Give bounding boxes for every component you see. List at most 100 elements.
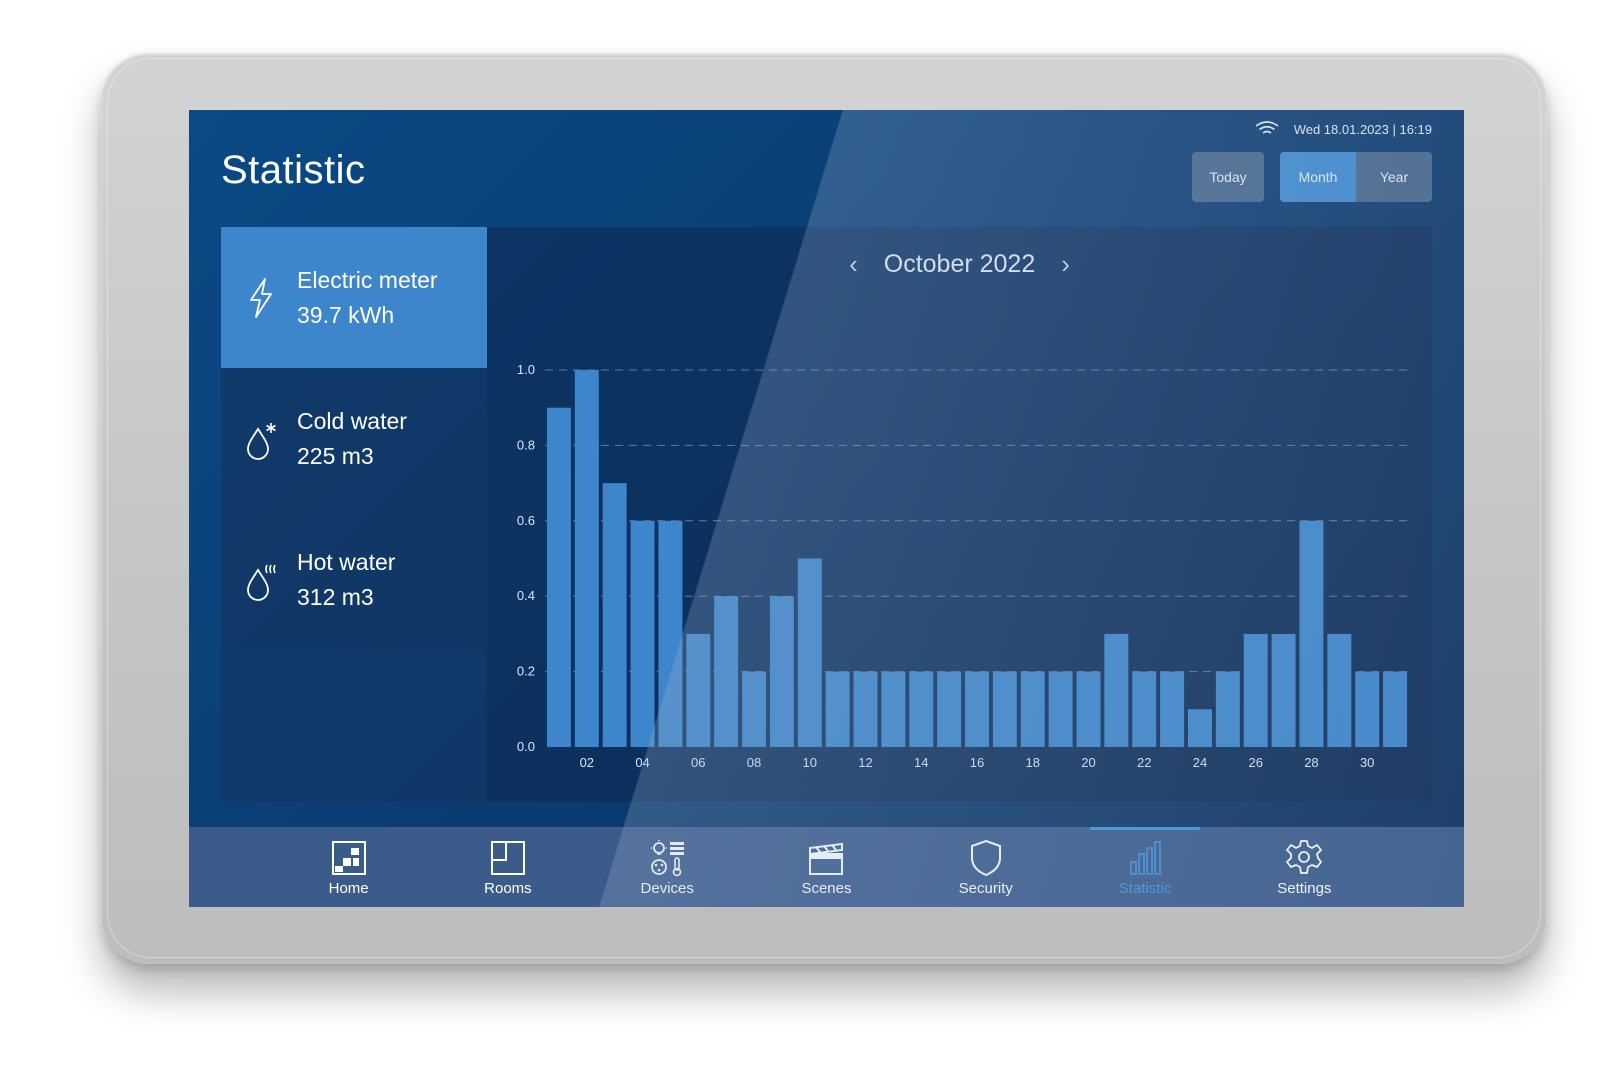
nav-label: Scenes [801,879,852,897]
bar-day-25 [1215,671,1240,747]
x-tick-label: 04 [635,755,649,770]
bar-day-12 [853,671,878,747]
bar-day-03 [602,483,627,747]
bar-day-26 [1243,633,1268,747]
home-icon [331,840,366,875]
x-tick-label: 18 [1026,755,1040,770]
devices-icon [651,839,685,876]
bottom-navigation: Home Rooms Devices [189,827,1464,907]
nav-security[interactable]: Security [931,827,1041,907]
scenes-icon [809,842,844,875]
nav-label: Security [958,879,1013,897]
meter-value: 39.7 kWh [297,301,395,328]
nav-label: Settings [1277,879,1332,897]
nav-label: Rooms [484,879,532,897]
bar-day-13 [881,671,906,747]
x-tick-label: 14 [914,755,928,770]
chevron-right-icon[interactable]: › [1061,249,1070,279]
page-title: Statistic [221,148,366,192]
month-label: October 2022 [883,250,1036,278]
bar-day-21 [1104,633,1129,747]
status-bar: Wed 18.01.2023 | 16:19 [1254,120,1432,138]
bar-day-11 [825,671,850,747]
y-tick-label: 0.2 [517,664,535,679]
meter-value: 312 m3 [297,583,374,610]
x-tick-label: 24 [1193,755,1207,770]
bar-day-31 [1383,671,1408,747]
x-tick-label: 26 [1248,755,1262,770]
bar-day-05 [658,520,683,747]
nav-statistic[interactable]: Statistic [1090,827,1201,907]
meter-electric[interactable]: Electric meter 39.7 kWh [221,227,487,368]
tab-year[interactable]: Year [1356,152,1432,202]
bar-day-30 [1355,671,1380,747]
chart-panel: ‹ October 2022 › 0.0 0.2 0.4 0.6 0.8 1.0 02 04 0… [487,227,1432,802]
bar-day-27 [1271,633,1296,747]
screen: Wed 18.01.2023 | 16:19 Statistic Today M… [189,110,1464,907]
x-tick-label: 10 [803,755,817,770]
x-tick-label: 28 [1304,755,1318,770]
nav-label: Statistic [1118,879,1172,897]
meter-cold-water[interactable]: Cold water 225 m3 [221,368,487,509]
bar-day-20 [1076,671,1101,747]
meter-name: Cold water [297,407,407,434]
bar-day-19 [1048,671,1073,747]
nav-devices[interactable]: Devices [612,827,722,907]
month-navigation: ‹ October 2022 › [487,249,1432,280]
meter-panel-background [221,650,487,802]
y-tick-label: 0.8 [517,437,535,452]
chevron-left-icon[interactable]: ‹ [849,249,858,279]
bar-day-07 [714,596,739,747]
nav-label: Home [328,879,369,897]
nav-scenes[interactable]: Scenes [771,827,881,907]
bar-day-18 [1020,671,1045,747]
meter-list: Electric meter 39.7 kWh Cold water 225 m… [221,227,487,650]
x-tick-label: 02 [580,755,594,770]
nav-settings[interactable]: Settings [1249,827,1359,907]
meter-cold-text: Cold water 225 m3 [297,404,407,474]
bar-day-08 [742,671,767,747]
x-tick-label: 20 [1081,755,1095,770]
bar-day-15 [937,671,962,747]
bar-day-29 [1327,633,1352,747]
bar-chart-icon [1130,840,1161,875]
meter-hot-water[interactable]: Hot water 312 m3 [221,509,487,650]
y-tick-label: 0.4 [517,588,535,603]
bar-day-10 [797,558,822,747]
tab-today[interactable]: Today [1192,152,1264,202]
bar-day-23 [1160,671,1185,747]
bar-day-02 [574,370,599,747]
datetime: Wed 18.01.2023 | 16:19 [1293,121,1432,137]
y-tick-label: 0.6 [517,513,535,528]
hot-water-drop-icon [247,564,276,601]
nav-label: Devices [640,879,694,897]
bar-day-09 [769,596,794,747]
bar-day-14 [909,671,934,747]
x-tick-label: 30 [1360,755,1374,770]
y-tick-label: 0.0 [517,739,535,754]
meter-value: 225 m3 [297,442,374,469]
tab-month[interactable]: Month [1280,152,1356,202]
nav-home[interactable]: Home [294,827,404,907]
x-tick-label: 06 [691,755,705,770]
shield-icon [970,839,1001,876]
y-tick-label: 1.0 [517,362,535,377]
meter-name: Electric meter [297,266,438,293]
bar-day-28 [1299,520,1324,747]
x-tick-label: 22 [1137,755,1151,770]
bar-day-24 [1187,709,1212,747]
rooms-icon [490,840,525,875]
x-tick-label: 12 [858,755,872,770]
lightning-icon [250,277,272,318]
bar-day-01 [546,407,571,747]
wifi-icon [1255,121,1279,134]
x-tick-label: 08 [747,755,761,770]
meter-hot-text: Hot water 312 m3 [297,545,395,615]
cold-water-drop-icon [247,422,276,460]
bar-day-04 [630,520,655,747]
bar-day-16 [965,671,989,747]
bar-day-22 [1132,671,1157,747]
meter-electric-text: Electric meter 39.7 kWh [297,263,438,333]
meter-name: Hot water [297,548,396,575]
nav-rooms[interactable]: Rooms [453,827,563,907]
